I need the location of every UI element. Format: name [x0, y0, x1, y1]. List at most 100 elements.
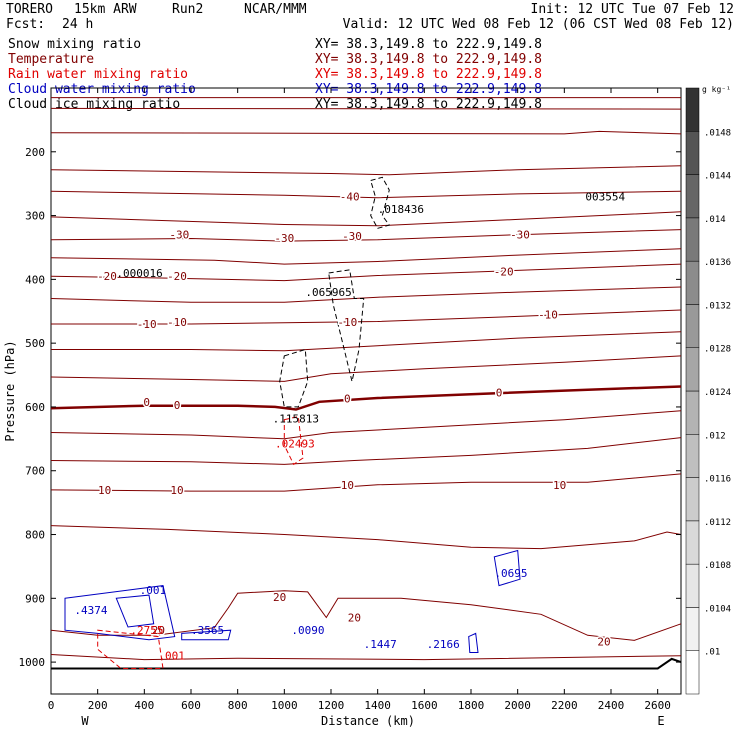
- extreme-value-label: .000016: [116, 267, 162, 280]
- center-label: NCAR/MMM: [244, 2, 307, 17]
- x-tick-label: 1800: [458, 699, 485, 712]
- header: TORERO 15km ARW Run2 NCAR/MMM Init: 12 U…: [6, 2, 734, 32]
- temperature-contour-line: [50, 654, 682, 661]
- temperature-label: 20: [348, 611, 361, 624]
- snow-contour: [328, 269, 365, 382]
- extreme-value-label: .001: [140, 584, 167, 597]
- x-tick-label: 1000: [271, 699, 298, 712]
- temperature-contour-line: [50, 190, 682, 199]
- temperature-label: 0: [496, 386, 503, 399]
- temperature-contour-line: [50, 107, 682, 110]
- colorbar-swatch: [685, 174, 700, 219]
- temperature-label: 10: [341, 479, 354, 492]
- legend-field-xy: XY= 38.3,149.8 to 222.9,149.8: [315, 52, 542, 67]
- extreme-value-label: .02493: [275, 437, 315, 450]
- temperature-label: 10: [98, 484, 111, 497]
- colorbar-level-label: .0144: [704, 172, 731, 182]
- colorbar-level-label: .0104: [704, 604, 731, 614]
- colorbar-swatch: [685, 390, 700, 435]
- x-tick-label: 2200: [551, 699, 578, 712]
- colorbar-level-label: .0136: [704, 258, 731, 268]
- y-tick-label: 1000: [19, 656, 46, 669]
- temperature-contour-line: [51, 331, 682, 352]
- legend-field-name: Rain water mixing ratio: [8, 67, 188, 82]
- temperature-contour-line: [50, 165, 682, 176]
- colorbar-swatch: [685, 607, 700, 651]
- east-label: E: [657, 714, 664, 728]
- extreme-value-label: .001: [158, 650, 185, 663]
- west-label: W: [81, 714, 89, 728]
- y-tick-label: 900: [25, 592, 45, 605]
- colorbar-level-label: .0132: [704, 301, 731, 311]
- colorbar-swatch: [685, 217, 700, 262]
- temperature-label: -30: [342, 230, 362, 243]
- extreme-value-label: .1447: [364, 638, 397, 651]
- temperature-contour-line: [50, 229, 682, 242]
- temperature-label: -30: [274, 232, 294, 245]
- temperature-contour-line: [50, 525, 682, 550]
- colorbar-unit-label: g kg⁻¹: [702, 85, 731, 94]
- x-tick-label: 0: [48, 699, 55, 712]
- legend-field-xy: XY= 38.3,149.8 to 222.9,149.8: [315, 82, 542, 97]
- colorbar-swatch: [685, 304, 700, 348]
- temperature-contour-line: [50, 410, 682, 440]
- x-tick-label: 400: [134, 699, 154, 712]
- y-tick-label: 300: [25, 210, 45, 223]
- y-tick-label: 500: [25, 337, 45, 350]
- legend-field-xy: XY= 38.3,149.8 to 222.9,149.8: [315, 37, 542, 52]
- x-tick-label: 1200: [318, 699, 345, 712]
- temperature-label: 0: [174, 399, 181, 412]
- plot-frame: [50, 87, 682, 695]
- temperature-label: -20: [167, 270, 187, 283]
- y-tick-label: 400: [25, 273, 45, 286]
- resolution-label: 15km ARW: [74, 2, 137, 17]
- temperature-contour-line: [50, 211, 682, 227]
- temperature-label: -10: [167, 316, 187, 329]
- rain-contour: [283, 415, 304, 466]
- x-tick-label: 200: [88, 699, 108, 712]
- colorbar-level-label: .0128: [704, 345, 731, 355]
- colorbar-level-label: .0124: [704, 388, 731, 398]
- legend-field-xy: XY= 38.3,149.8 to 222.9,149.8: [315, 97, 542, 112]
- run-label: Run2: [172, 2, 203, 17]
- temperature-contour-line: [50, 263, 682, 282]
- temperature-label: 0: [143, 396, 150, 409]
- x-tick-label: 2600: [644, 699, 671, 712]
- colorbar-swatch: [685, 520, 700, 565]
- snow-contour: [370, 176, 391, 229]
- temperature-label: 20: [597, 636, 610, 649]
- y-tick-label: 700: [25, 465, 45, 478]
- colorbar-level-label: .0112: [704, 518, 731, 528]
- colorbar-swatch: [685, 477, 700, 522]
- temperature-label: 10: [170, 484, 183, 497]
- extreme-value-label: 003554: [585, 190, 625, 203]
- snow-contour: [279, 348, 309, 408]
- temperature-label: -20: [494, 266, 514, 279]
- legend-field-name: Cloud water mixing ratio: [8, 82, 196, 97]
- x-tick-label: 1600: [411, 699, 438, 712]
- model-label: TORERO: [6, 2, 53, 17]
- x-tick-label: 1400: [364, 699, 391, 712]
- extreme-value-label: .3565: [191, 624, 224, 637]
- colorbar-swatch: [685, 260, 700, 305]
- freezing-level-line: [50, 385, 682, 411]
- cloud-water-contour: [493, 549, 521, 587]
- x-tick-label: 600: [181, 699, 201, 712]
- extreme-value-label: .2166: [427, 638, 460, 651]
- extreme-value-label: .115813: [273, 412, 319, 425]
- x-tick-label: 800: [228, 699, 248, 712]
- colorbar-level-label: .0116: [704, 475, 731, 485]
- colorbar-swatch: [685, 87, 700, 132]
- temperature-label: -40: [340, 190, 360, 203]
- extreme-value-label: .2755: [130, 624, 163, 637]
- extreme-value-label: .065965: [305, 286, 351, 299]
- x-axis-label: Distance (km): [321, 714, 415, 728]
- legend-field-name: Cloud ice mixing ratio: [8, 97, 180, 112]
- rain-contour: [97, 629, 164, 669]
- temperature-label: -10: [137, 318, 157, 331]
- init-label: Init: 12 UTC Tue 07 Feb 12: [531, 2, 735, 17]
- extreme-value-label: .4374: [74, 604, 107, 617]
- extreme-labels: 003554 .018436 .000016 .065965 .115813 .02493…: [74, 190, 625, 662]
- temperature-label: -30: [510, 229, 530, 242]
